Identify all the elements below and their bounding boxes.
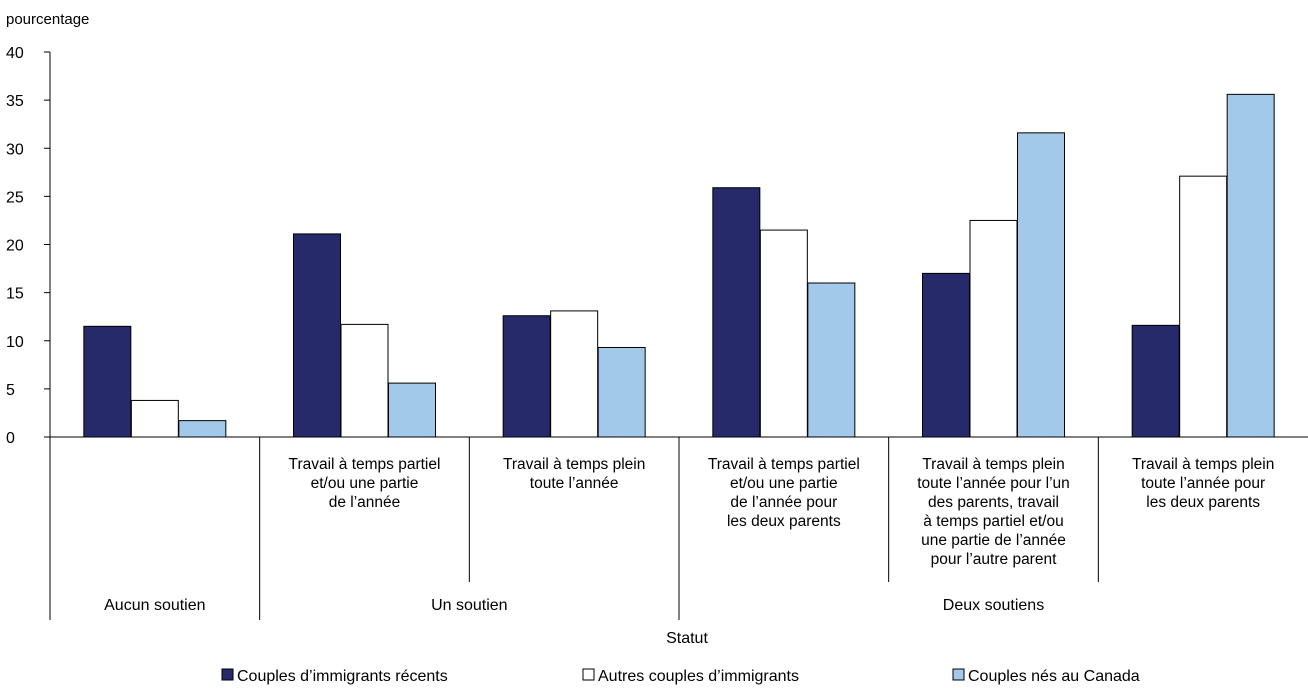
category-label: Travail à temps partiel [708,456,860,473]
legend-swatch [221,668,234,681]
category-label: Travail à temps partiel [289,456,441,473]
category-label: les deux parents [1146,494,1260,511]
bar-1-4 [712,187,761,438]
legend-swatch [952,668,965,681]
y-tick-label: 40 [6,45,24,62]
bar-3-6 [1226,93,1275,438]
group-label: Un soutien [431,597,508,614]
bar-2-2 [340,323,389,438]
category-label: et/ou une partie [311,475,419,492]
category-label: toute l’année pour l’un [917,475,1070,492]
x-axis-label: Statut [666,630,708,647]
y-axis: 0 5 10 15 20 25 30 35 40 [6,45,51,447]
x-axis: Travail à temps partiel et/ou une partie d… [49,436,1308,620]
bar-1-1 [83,325,132,438]
legend: Couples d’immigrants récents Autres coupl… [221,668,1140,685]
bar-1-2 [293,233,341,438]
bar-3-5 [1017,132,1065,438]
y-tick-label: 35 [6,93,24,110]
y-tick-label: 25 [6,189,24,206]
y-tick-label: 5 [6,382,15,399]
bar-3-2 [388,382,436,438]
group-label: Aucun soutien [104,597,205,614]
legend-swatch [582,668,595,681]
category-label: pour l’autre parent [931,551,1057,568]
legend-label: Couples nés au Canada [968,668,1140,685]
category-label: Travail à temps plein [503,456,645,473]
bar-1-3 [502,315,551,438]
bar-3-4 [807,282,856,438]
group-label: Deux soutiens [943,597,1044,614]
y-axis-label: pourcentage [6,11,89,28]
category-label: Travail à temps plein [1132,456,1274,473]
bar-3-3 [597,346,646,438]
category-label: toute l’année [530,475,619,492]
bar-series [83,93,1275,438]
bar-3-1 [178,420,227,438]
category-label: des parents, travail [928,494,1059,511]
bar-1-6 [1131,324,1180,438]
bar-2-5 [969,219,1018,438]
category-label: toute l’année pour [1141,475,1265,492]
bar-2-3 [550,310,599,438]
category-label: les deux parents [727,513,841,530]
y-tick-label: 30 [6,141,24,158]
y-tick-label: 10 [6,334,24,351]
bar-1-5 [922,272,970,438]
category-label: de l’année [329,494,401,511]
category-label: de l’année pour [730,494,837,511]
category-label: à temps partiel et/ou [923,513,1063,530]
bar-2-6 [1179,175,1228,438]
category-label: et/ou une partie [730,475,838,492]
bar-2-1 [130,399,179,438]
bar-2-4 [759,229,808,438]
y-tick-label: 15 [6,286,24,303]
legend-label: Couples d’immigrants récents [237,668,448,685]
category-label: Travail à temps plein [922,456,1064,473]
y-tick-label: 20 [6,238,24,255]
y-tick-label: 0 [6,430,15,447]
legend-label: Autres couples d’immigrants [598,668,799,685]
category-label: une partie de l’année [921,532,1066,549]
